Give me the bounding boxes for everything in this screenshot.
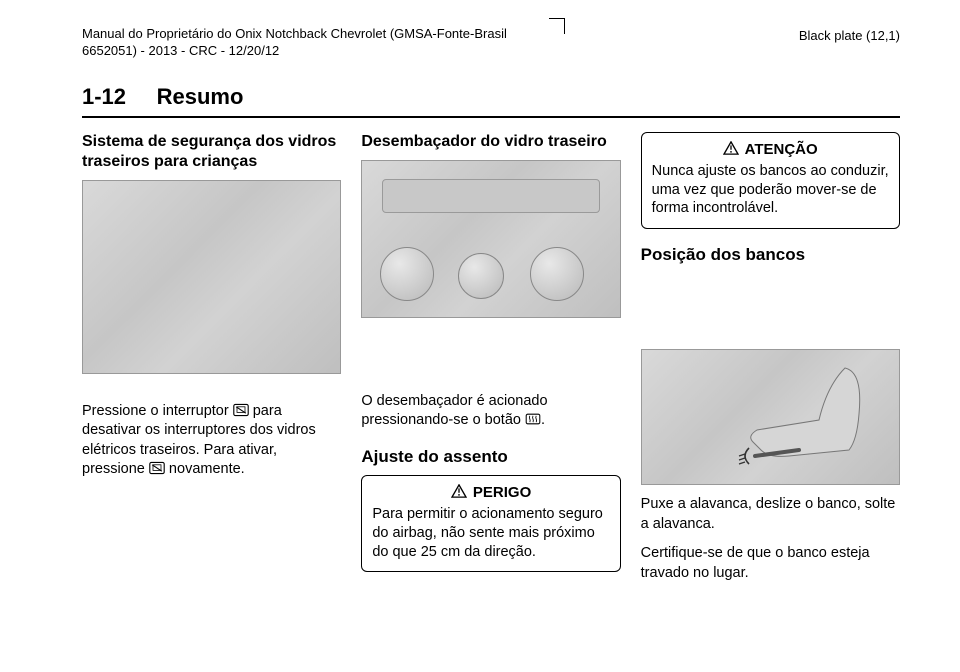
content-columns: Sistema de segurança dos vidros traseiro… <box>82 132 900 594</box>
col2-text-b: . <box>541 412 545 428</box>
col3-subheading: Posição dos bancos <box>641 245 900 265</box>
column-1: Sistema de segurança dos vidros traseiro… <box>82 132 341 594</box>
atencao-body: Nunca ajuste os bancos ao conduzir, uma … <box>652 162 889 219</box>
header-left: Manual do Proprietário do Onix Notchback… <box>82 26 507 60</box>
atencao-title: ATENÇÃO <box>745 141 818 158</box>
warning-triangle-icon <box>723 141 739 155</box>
rear-defog-icon <box>525 412 541 426</box>
col2-heading: Desembaçador do vidro traseiro <box>361 132 620 152</box>
col1-paragraph: Pressione o interruptor para desativar o… <box>82 402 341 480</box>
image-dashboard-controls <box>361 160 620 318</box>
section-title-row: 1-12 Resumo <box>82 84 900 118</box>
col1-text-a: Pressione o interruptor <box>82 403 233 419</box>
column-3: ATENÇÃO Nunca ajuste os bancos ao conduz… <box>641 132 900 594</box>
col3-para1: Puxe a alavanca, deslize o banco, solte … <box>641 495 900 534</box>
perigo-body: Para permitir o acionamento seguro do ai… <box>372 505 609 562</box>
col3-para2: Certifique-se de que o banco esteja trav… <box>641 544 900 583</box>
atencao-callout: ATENÇÃO Nunca ajuste os bancos ao conduz… <box>641 132 900 230</box>
column-2: Desembaçador do vidro traseiro O desemba… <box>361 132 620 594</box>
page-header: Manual do Proprietário do Onix Notchback… <box>82 26 900 60</box>
header-left-line2: 6652051) - 2013 - CRC - 12/20/12 <box>82 43 507 60</box>
perigo-callout: PERIGO Para permitir o acionamento segur… <box>361 475 620 573</box>
crop-mark <box>549 18 565 34</box>
manual-page: Manual do Proprietário do Onix Notchback… <box>0 0 960 672</box>
atencao-title-row: ATENÇÃO <box>652 141 889 158</box>
image-door-switch <box>82 180 341 374</box>
perigo-title: PERIGO <box>473 484 531 501</box>
col2-text-a: O desembaçador é acionado pressionando-s… <box>361 393 547 429</box>
image-seat-adjust <box>641 349 900 485</box>
col2-paragraph: O desembaçador é acionado pressionando-s… <box>361 392 620 431</box>
section-number: 1-12 <box>82 84 126 109</box>
perigo-title-row: PERIGO <box>372 484 609 501</box>
col1-heading: Sistema de segurança dos vidros traseiro… <box>82 132 341 172</box>
col2-subheading: Ajuste do assento <box>361 447 620 467</box>
header-left-line1: Manual do Proprietário do Onix Notchback… <box>82 26 507 43</box>
section-title: Resumo <box>157 84 244 109</box>
window-lock-icon <box>149 461 165 475</box>
seat-illustration <box>735 358 885 478</box>
window-lock-icon <box>233 403 249 417</box>
header-right: Black plate (12,1) <box>799 26 900 43</box>
warning-triangle-icon <box>451 484 467 498</box>
col1-text-c: novamente. <box>165 461 245 477</box>
